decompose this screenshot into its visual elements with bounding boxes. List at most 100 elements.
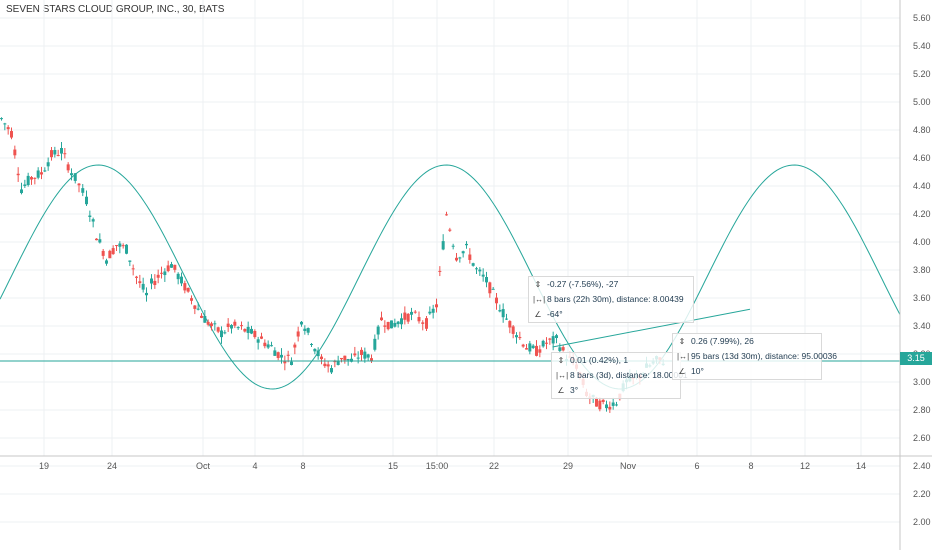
candle <box>461 250 465 258</box>
candle-body <box>435 304 438 308</box>
candle <box>98 233 102 244</box>
candle-body <box>306 328 310 333</box>
x-tick-label: 8 <box>748 461 753 471</box>
candle <box>421 320 425 331</box>
candle <box>256 336 260 350</box>
candle <box>3 122 7 131</box>
candle <box>33 177 37 185</box>
candle-body <box>141 283 145 290</box>
candle-body <box>598 400 602 410</box>
candle <box>43 167 47 173</box>
candle <box>615 401 618 407</box>
candle-body <box>40 172 43 175</box>
candle-body <box>200 315 203 318</box>
candle-body <box>300 321 303 325</box>
x-tick-label: Oct <box>196 461 211 471</box>
candle-body <box>518 337 522 339</box>
x-tick-label: 14 <box>856 461 866 471</box>
candle <box>253 329 257 339</box>
trend-line[interactable] <box>552 308 751 348</box>
candle <box>491 286 495 290</box>
candle-body <box>180 276 183 284</box>
candle-body <box>150 278 153 284</box>
candle-body <box>363 351 367 359</box>
candle-body <box>455 257 458 261</box>
candle <box>6 125 10 135</box>
candle-body <box>611 402 615 406</box>
candle <box>190 295 193 305</box>
candle <box>485 271 488 288</box>
candle-body <box>545 342 548 344</box>
candle <box>101 248 105 260</box>
y-tick-label: 5.20 <box>913 69 931 79</box>
candle-body <box>390 320 393 329</box>
sine-wave-path[interactable] <box>0 164 901 390</box>
candle-body <box>233 321 237 326</box>
candle <box>356 351 360 364</box>
x-tick-label: 4 <box>252 461 257 471</box>
candle <box>153 274 157 289</box>
time-axis[interactable]: 19 24 Oct 4 8 15 15:00 22 29 Nov 6 8 12 14 <box>39 461 866 471</box>
candle-body <box>98 239 102 243</box>
y-tick-label: 3.60 <box>913 293 931 303</box>
candle <box>200 313 203 319</box>
candle-body <box>615 404 618 406</box>
grid <box>0 0 900 523</box>
candle-body <box>340 357 343 360</box>
candle <box>445 211 448 216</box>
candle <box>346 358 350 366</box>
candle <box>183 280 187 294</box>
candle-body <box>448 229 452 231</box>
candle-body <box>393 322 397 327</box>
candle-body <box>0 118 3 120</box>
measure-angle-text: 3° <box>570 385 579 395</box>
candle <box>451 243 455 250</box>
candle <box>115 244 118 252</box>
candle <box>521 343 525 348</box>
x-tick-label: 12 <box>800 461 810 471</box>
candle <box>538 345 542 358</box>
candle-body <box>118 243 122 247</box>
measure-box[interactable]: ⇕ -0.27 (-7.56%), -27 |↔| 8 bars (22h 30m)… <box>528 276 694 323</box>
candle-body <box>320 356 323 360</box>
trend-lines[interactable] <box>552 308 751 348</box>
candle <box>173 264 177 273</box>
candle-body <box>216 327 220 332</box>
measure-bars-text: 8 bars (22h 30m), distance: 8.00439 <box>547 294 684 304</box>
price-range-icon: ⇕ <box>534 280 542 289</box>
candle <box>598 397 602 412</box>
candle-body <box>176 273 180 280</box>
price-axis[interactable]: 5.60 5.40 5.20 5.00 4.80 4.60 4.40 4.20 4.00 3.80… <box>913 13 931 527</box>
measure-box[interactable]: ⇕ 0.01 (0.42%), 1 |↔| 8 bars (3d), distanc… <box>551 352 688 399</box>
candle-body <box>95 238 98 241</box>
candle-body <box>505 318 508 320</box>
candle <box>118 241 122 254</box>
candle <box>488 281 492 298</box>
measure-box[interactable]: ⇕ 0.26 (7.99%), 26 |↔| 95 bars (13d 30m), … <box>672 333 837 380</box>
candle-body <box>193 305 197 309</box>
y-tick-label: 3.40 <box>913 321 931 331</box>
candle <box>611 397 615 410</box>
angle-icon: ∠ <box>557 386 565 395</box>
candle <box>226 318 230 332</box>
candle <box>605 400 608 412</box>
candle <box>360 347 363 361</box>
candle <box>441 234 445 251</box>
candle <box>73 173 77 184</box>
candle <box>316 347 320 360</box>
y-tick-label: 4.20 <box>913 209 931 219</box>
candle-body <box>353 353 357 356</box>
candle-body <box>173 264 177 270</box>
last-price-tag: 3.15 <box>900 352 932 365</box>
candle-body <box>226 323 230 327</box>
candle-body <box>23 184 27 186</box>
measure-row-bars: |↔| 8 bars (3d), distance: 18.00001 <box>552 368 688 383</box>
measure-bars-text: 8 bars (3d), distance: 18.00001 <box>570 370 688 380</box>
candle-body <box>266 344 270 348</box>
candle <box>478 267 482 276</box>
candle <box>70 168 73 181</box>
candle-body <box>303 328 307 331</box>
candle-body <box>273 350 277 356</box>
sine-wave-overlay[interactable] <box>0 164 901 390</box>
